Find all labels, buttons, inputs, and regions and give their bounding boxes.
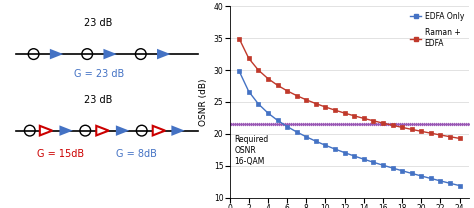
Polygon shape xyxy=(50,49,63,59)
Polygon shape xyxy=(59,125,73,136)
Text: Required
OSNR
16-QAM: Required OSNR 16-QAM xyxy=(234,135,269,166)
Polygon shape xyxy=(116,125,129,136)
Legend: EDFA Only, Raman +
EDFA: EDFA Only, Raman + EDFA xyxy=(409,10,465,49)
Polygon shape xyxy=(157,49,171,59)
Polygon shape xyxy=(172,125,185,136)
Polygon shape xyxy=(103,49,117,59)
Polygon shape xyxy=(40,126,52,135)
Text: 23 dB: 23 dB xyxy=(84,95,113,105)
Text: 23 dB: 23 dB xyxy=(84,19,113,28)
Y-axis label: OSNR (dB): OSNR (dB) xyxy=(199,78,208,126)
Polygon shape xyxy=(96,126,109,135)
Polygon shape xyxy=(153,126,165,135)
Text: G = 23 dB: G = 23 dB xyxy=(73,69,124,79)
Text: G = 15dB: G = 15dB xyxy=(37,149,84,158)
Text: G = 8dB: G = 8dB xyxy=(117,149,157,158)
